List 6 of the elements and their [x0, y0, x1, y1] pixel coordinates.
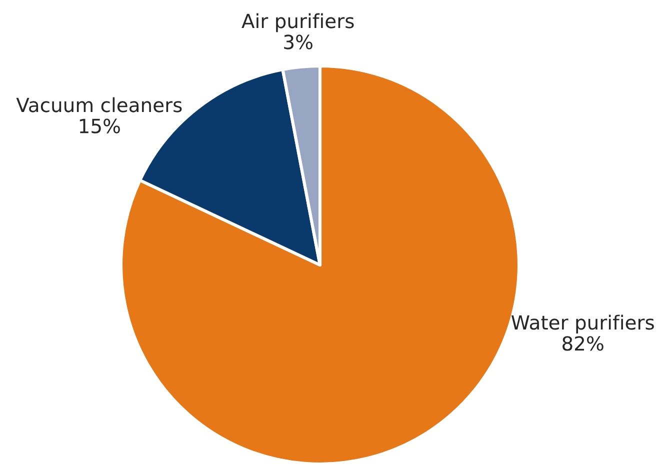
data-label: 3% [284, 34, 312, 50]
data-label: 82% [562, 336, 604, 351]
data-label: 15% [80, 118, 120, 134]
slice-label: Water purifiers [511, 314, 654, 334]
slice-label: Air purifiers [242, 13, 354, 32]
slice-label: Vacuum cleaners [16, 97, 182, 112]
